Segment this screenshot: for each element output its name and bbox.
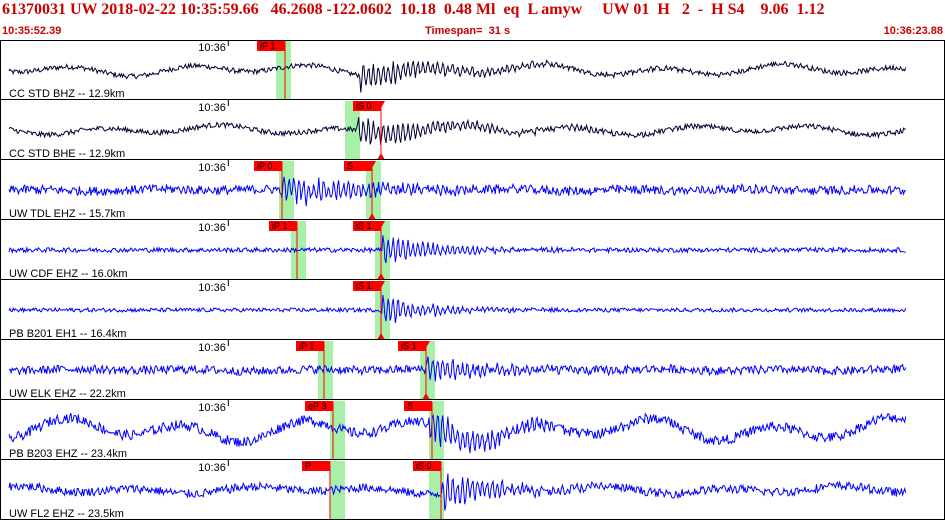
pick-marker bbox=[377, 273, 385, 280]
pick-flag[interactable] bbox=[413, 461, 441, 471]
waveform-line bbox=[8, 412, 907, 454]
minute-tick-label: 10:36 bbox=[198, 42, 226, 54]
station-label: PB B203 EHZ -- 23.4km bbox=[9, 448, 127, 460]
minute-tick-label: 10:36 bbox=[198, 162, 226, 174]
trace-row[interactable]: iP 1 iS 1 10:36 UW CDF EHZ -- 16.0km bbox=[0, 220, 945, 280]
pick-marker bbox=[422, 341, 430, 348]
minute-tick-label: 10:36 bbox=[198, 282, 226, 294]
end-time: 10:36:23.88 bbox=[883, 25, 943, 37]
pick-marker bbox=[368, 213, 376, 220]
pick-label: eP 3 bbox=[308, 401, 326, 411]
pick-label: iS 1 bbox=[401, 341, 417, 351]
pick-label: iS 0 bbox=[356, 101, 372, 111]
minute-tick-label: 10:36 bbox=[198, 102, 226, 114]
pick-flag[interactable] bbox=[344, 161, 372, 171]
waveform-line bbox=[8, 356, 907, 382]
pick-window bbox=[375, 221, 390, 280]
pick-window bbox=[318, 341, 333, 400]
pick-label: iP 1 bbox=[260, 41, 275, 51]
seismogram-panel[interactable]: iP 1 10:36 CC STD BHZ -- 12.9km iS 0 10:36 CC… bbox=[0, 40, 945, 520]
start-time: 10:35:52.39 bbox=[2, 25, 62, 37]
pick-label: iP 1 bbox=[272, 221, 287, 231]
pick-window bbox=[366, 161, 381, 220]
waveform-line bbox=[8, 235, 906, 264]
pick-flag[interactable] bbox=[353, 281, 381, 291]
pick-marker bbox=[422, 393, 430, 400]
pick-label: iS 1 bbox=[356, 281, 372, 291]
trace-row[interactable]: iS 0 10:36 CC STD BHE -- 12.9km bbox=[0, 100, 945, 160]
pick-window bbox=[375, 281, 390, 340]
station-label: CC STD BHE -- 12.9km bbox=[9, 148, 125, 160]
pick-flag[interactable] bbox=[353, 101, 381, 111]
pick-marker bbox=[377, 281, 385, 288]
pick-flag[interactable] bbox=[257, 41, 285, 51]
pick-window bbox=[420, 341, 435, 400]
waveform-line bbox=[8, 117, 906, 146]
pick-window bbox=[429, 461, 444, 520]
trace-row[interactable]: iP 1 iS 1 10:36 UW ELK EHZ -- 22.2km bbox=[0, 340, 945, 400]
pick-label: iS 0 bbox=[416, 461, 432, 471]
pick-marker bbox=[377, 333, 385, 340]
pick-flag[interactable] bbox=[302, 461, 330, 471]
pick-flag[interactable] bbox=[254, 161, 282, 171]
waveform-line bbox=[8, 59, 907, 93]
pick-label: iP 0 bbox=[257, 161, 272, 171]
trace-row[interactable]: iS 0 P 10:36 UW FL2 EHZ -- 23.5km bbox=[0, 460, 945, 520]
pick-flag[interactable] bbox=[305, 401, 333, 411]
pick-marker bbox=[377, 101, 385, 108]
trace-row[interactable]: iP 1 10:36 CC STD BHZ -- 12.9km bbox=[0, 40, 945, 100]
pick-flag[interactable] bbox=[269, 221, 297, 231]
pick-label: P bbox=[305, 461, 311, 471]
event-summary: 61370031 UW 2018-02-22 10:35:59.66 46.26… bbox=[2, 1, 825, 18]
minute-tick-label: 10:36 bbox=[198, 342, 226, 354]
pick-flag[interactable] bbox=[398, 341, 426, 351]
timespan: Timespan= 31 s bbox=[425, 25, 511, 37]
station-label: UW CDF EHZ -- 16.0km bbox=[9, 268, 128, 280]
pick-flag[interactable] bbox=[404, 401, 432, 411]
minute-tick-label: 10:36 bbox=[198, 402, 226, 414]
waveform-line bbox=[8, 473, 907, 511]
event-header: 61370031 UW 2018-02-22 10:35:59.66 46.26… bbox=[0, 0, 945, 40]
pick-label: iP 1 bbox=[299, 341, 314, 351]
station-label: UW FL2 EHZ -- 23.5km bbox=[9, 508, 124, 520]
pick-marker bbox=[377, 153, 385, 160]
pick-window bbox=[279, 161, 294, 220]
pick-label: iS 1 bbox=[356, 221, 372, 231]
station-label: CC STD BHZ -- 12.9km bbox=[9, 88, 125, 100]
waveform-line bbox=[8, 294, 907, 324]
pick-marker bbox=[368, 161, 376, 168]
pick-flag[interactable] bbox=[296, 341, 324, 351]
station-label: UW TDL EHZ -- 15.7km bbox=[9, 208, 125, 220]
minute-tick-label: 10:36 bbox=[198, 462, 226, 474]
pick-label: S bbox=[407, 401, 413, 411]
waveform-line bbox=[8, 176, 906, 207]
pick-window bbox=[276, 41, 291, 100]
pick-marker bbox=[377, 221, 385, 228]
trace-row[interactable]: iS 1 10:36 PB B201 EH1 -- 16.4km bbox=[0, 280, 945, 340]
trace-row[interactable]: iP 0 S 10:36 UW TDL EHZ -- 15.7km bbox=[0, 160, 945, 220]
station-label: UW ELK EHZ -- 22.2km bbox=[9, 388, 126, 400]
station-label: PB B201 EH1 -- 16.4km bbox=[9, 328, 126, 340]
pick-label: S bbox=[347, 161, 353, 171]
minute-tick-label: 10:36 bbox=[198, 222, 226, 234]
pick-flag[interactable] bbox=[353, 221, 381, 231]
trace-row[interactable]: eP 3 S 10:36 PB B203 EHZ -- 23.4km bbox=[0, 400, 945, 460]
